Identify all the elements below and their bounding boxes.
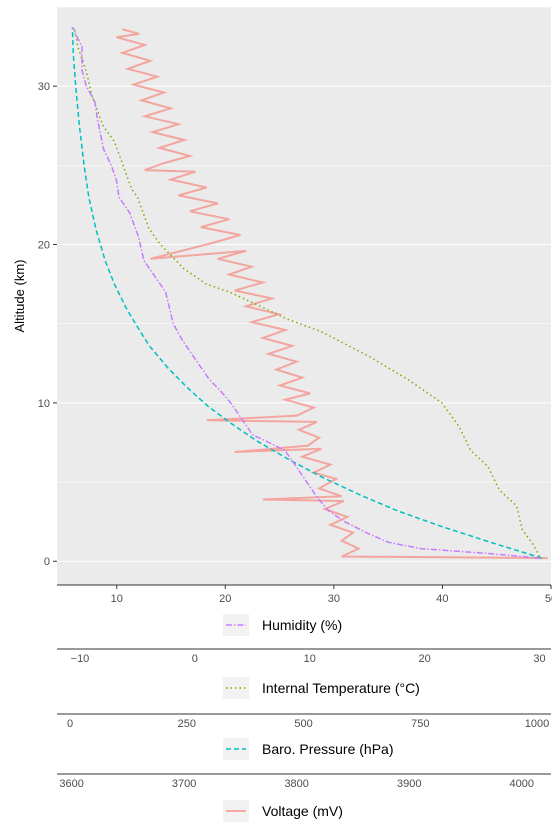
x-tick-label-voltage: 3900 [397,778,421,790]
x-tick-label-voltage: 3600 [59,778,83,790]
x-tick-label-voltage: 3800 [284,778,308,790]
x-tick-label-humidity: 40 [436,593,448,605]
x-tick-label-temperature: 10 [304,653,316,665]
x-tick-label-humidity: 30 [328,593,340,605]
x-tick-label-humidity: 50 [545,593,552,605]
x-tick-label-temperature: 0 [192,653,198,665]
x-tick-label-pressure: 0 [67,718,73,730]
x-tick-label-pressure: 750 [411,718,429,730]
y-tick-label: 0 [44,556,50,568]
x-tick-label-temperature: −10 [71,653,90,665]
legend-label-pressure: Baro. Pressure (hPa) [262,741,394,757]
series-line-temperature [73,27,541,557]
legend-label-voltage: Voltage (mV) [262,803,343,819]
x-tick-label-pressure: 1000 [525,718,549,730]
x-tick-label-voltage: 3700 [172,778,196,790]
x-tick-label-humidity: 10 [111,593,123,605]
series-line-humidity [72,27,541,559]
legend-key-bg-humidity [223,614,249,636]
grid-lines [57,6,551,562]
x-tick-label-voltage: 4000 [510,778,534,790]
legend-label-temperature: Internal Temperature (°C) [262,680,420,696]
y-tick-label: 10 [38,398,50,410]
legend-label-humidity: Humidity (%) [262,617,342,633]
series-line-pressure [71,27,542,559]
series-layer [71,27,548,560]
x-tick-label-humidity: 20 [219,593,231,605]
x-tick-label-temperature: 20 [419,653,431,665]
y-axis-label: Altitude (km) [12,260,27,333]
y-axis: 0 10 20 30 [38,81,57,568]
plot-panel [57,7,551,585]
x-tick-label-pressure: 500 [294,718,312,730]
x-tick-label-pressure: 250 [178,718,196,730]
x-tick-label-temperature: 30 [533,653,545,665]
y-tick-label: 20 [38,240,50,252]
x-axes-and-legends: 10 20 30 40 50 Humidity (%) −10 0 10 20 30 Internal… [57,584,552,822]
y-tick-label: 30 [38,81,50,93]
series-line-voltage [116,28,548,560]
